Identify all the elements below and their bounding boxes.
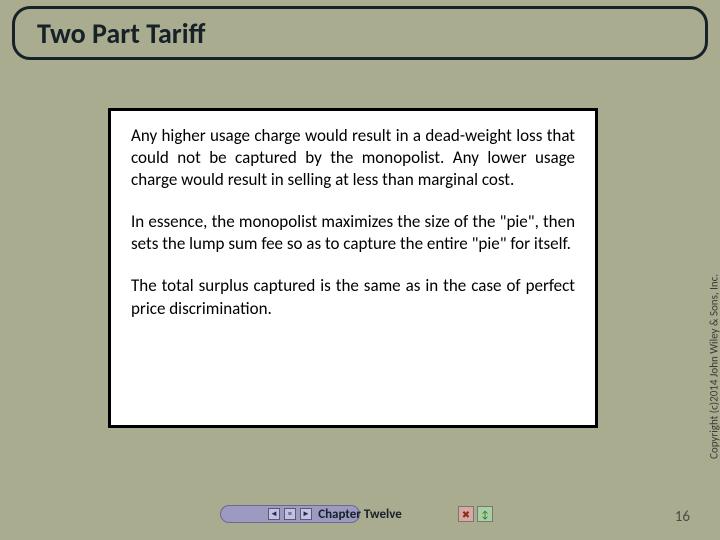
content-box: Any higher usage charge would result in …: [108, 108, 598, 428]
page-number: 16: [675, 508, 690, 526]
paragraph-2: In essence, the monopolist maximizes the…: [131, 211, 575, 255]
close-button[interactable]: ✖: [458, 506, 474, 522]
footer-bar: ◄ ≡ ► Chapter Twelve ✖ ↕: [0, 502, 720, 526]
chapter-label: Chapter Twelve: [318, 507, 402, 522]
nav-list-button[interactable]: ≡: [284, 508, 296, 520]
paragraph-3: The total surplus captured is the same a…: [131, 275, 575, 319]
title-banner: Two Part Tariff: [12, 6, 708, 60]
copyright-text: Copyright (c)2014 John Wiley & Sons, Inc…: [708, 274, 720, 459]
nav-prev-button[interactable]: ◄: [268, 508, 280, 520]
nav-next-button[interactable]: ►: [300, 508, 312, 520]
paragraph-1: Any higher usage charge would result in …: [131, 125, 575, 191]
slide-title: Two Part Tariff: [37, 16, 205, 51]
control-button-group: ✖ ↕: [458, 506, 493, 522]
info-button[interactable]: ↕: [477, 506, 493, 522]
